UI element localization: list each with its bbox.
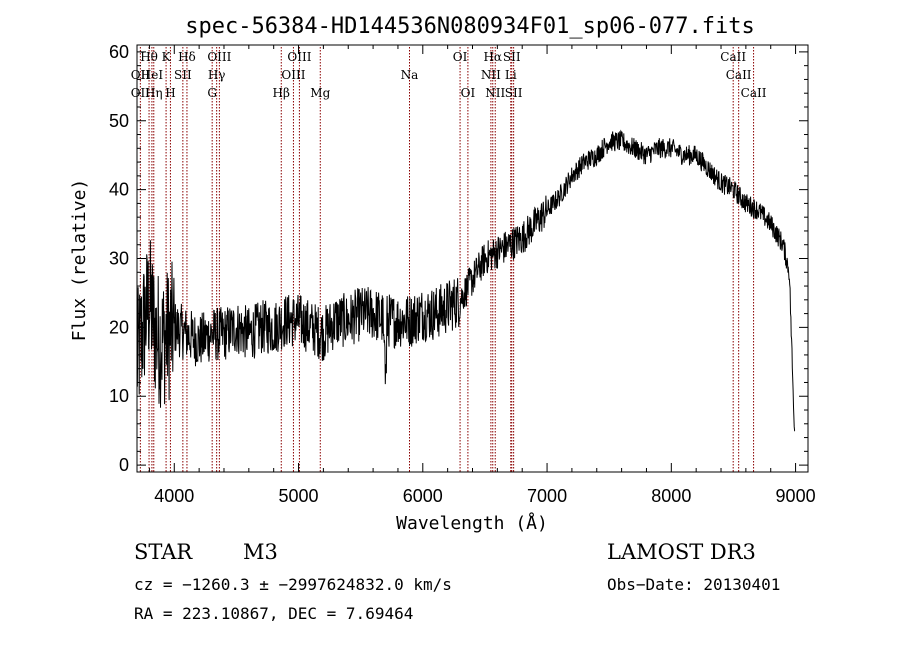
coordinates-readout: RA = 223.10867, DEC = 7.69464	[134, 604, 414, 623]
line-marker-label: OIII	[207, 50, 231, 64]
line-marker-label: Hδ	[178, 50, 196, 64]
y-tick-label: 40	[109, 180, 129, 200]
line-marker-label: K	[162, 50, 172, 64]
line-marker-label: Hβ	[273, 86, 290, 100]
line-marker-label: CaII	[726, 68, 752, 82]
spectrum-line	[136, 129, 796, 432]
line-marker-label: OIII	[287, 50, 311, 64]
x-axis: 4000 5000 6000 7000 8000 9000	[148, 45, 816, 506]
spectral-subclass: M3	[243, 540, 278, 564]
x-tick-label: 4000	[154, 486, 194, 506]
line-marker-label: SII	[174, 68, 192, 82]
line-marker-label: HeI	[141, 68, 164, 82]
line-marker-label: Hγ	[208, 68, 226, 82]
x-axis-label: Wavelength (Å)	[396, 512, 548, 534]
y-axis: 0 10 20 30 40 50 60	[109, 42, 808, 475]
redshift-readout: cz = −1260.3 ± −2997624832.0 km/s	[134, 575, 452, 594]
line-marker-label: OI	[453, 50, 468, 64]
y-tick-label: 30	[109, 249, 129, 269]
y-tick-label: 50	[109, 111, 129, 131]
line-marker-label: NII	[481, 68, 501, 82]
y-tick-label: 60	[109, 42, 129, 62]
x-tick-label: 6000	[403, 486, 443, 506]
line-marker-label: CaII	[741, 86, 767, 100]
chart-title: spec-56384-HD144536N080934F01_sp06-077.f…	[185, 14, 755, 39]
line-marker-label: OI	[461, 86, 476, 100]
line-marker-label: G	[207, 86, 217, 100]
line-marker-label: H	[165, 86, 175, 100]
line-marker-label: CaII	[720, 50, 746, 64]
line-marker-label: OIII	[281, 68, 305, 82]
line-marker-label: Na	[401, 68, 419, 82]
emission-line-markers	[139, 47, 755, 472]
line-marker-label: OII	[131, 68, 151, 82]
line-marker-label: Mg	[310, 86, 330, 100]
line-marker-label: Hθ	[140, 50, 158, 64]
line-marker-label: Hα	[483, 50, 502, 64]
line-marker-label: Li	[505, 68, 517, 82]
line-marker-label: Hη	[145, 86, 163, 100]
line-marker-label: SII	[503, 50, 521, 64]
observation-date: Obs−Date: 20130401	[607, 575, 781, 594]
plot-frame	[136, 44, 809, 473]
line-marker-label: NII	[485, 86, 505, 100]
x-tick-label: 5000	[279, 486, 319, 506]
survey-name: LAMOST DR3	[607, 540, 756, 564]
line-marker-label: SII	[505, 86, 523, 100]
object-type: STAR	[134, 540, 193, 564]
y-axis-label: Flux (relative)	[69, 179, 90, 342]
y-tick-label: 20	[109, 317, 129, 337]
x-tick-label: 7000	[527, 486, 567, 506]
y-tick-label: 0	[119, 455, 129, 475]
x-tick-label: 9000	[776, 486, 816, 506]
y-tick-label: 10	[109, 386, 129, 406]
x-tick-label: 8000	[651, 486, 691, 506]
